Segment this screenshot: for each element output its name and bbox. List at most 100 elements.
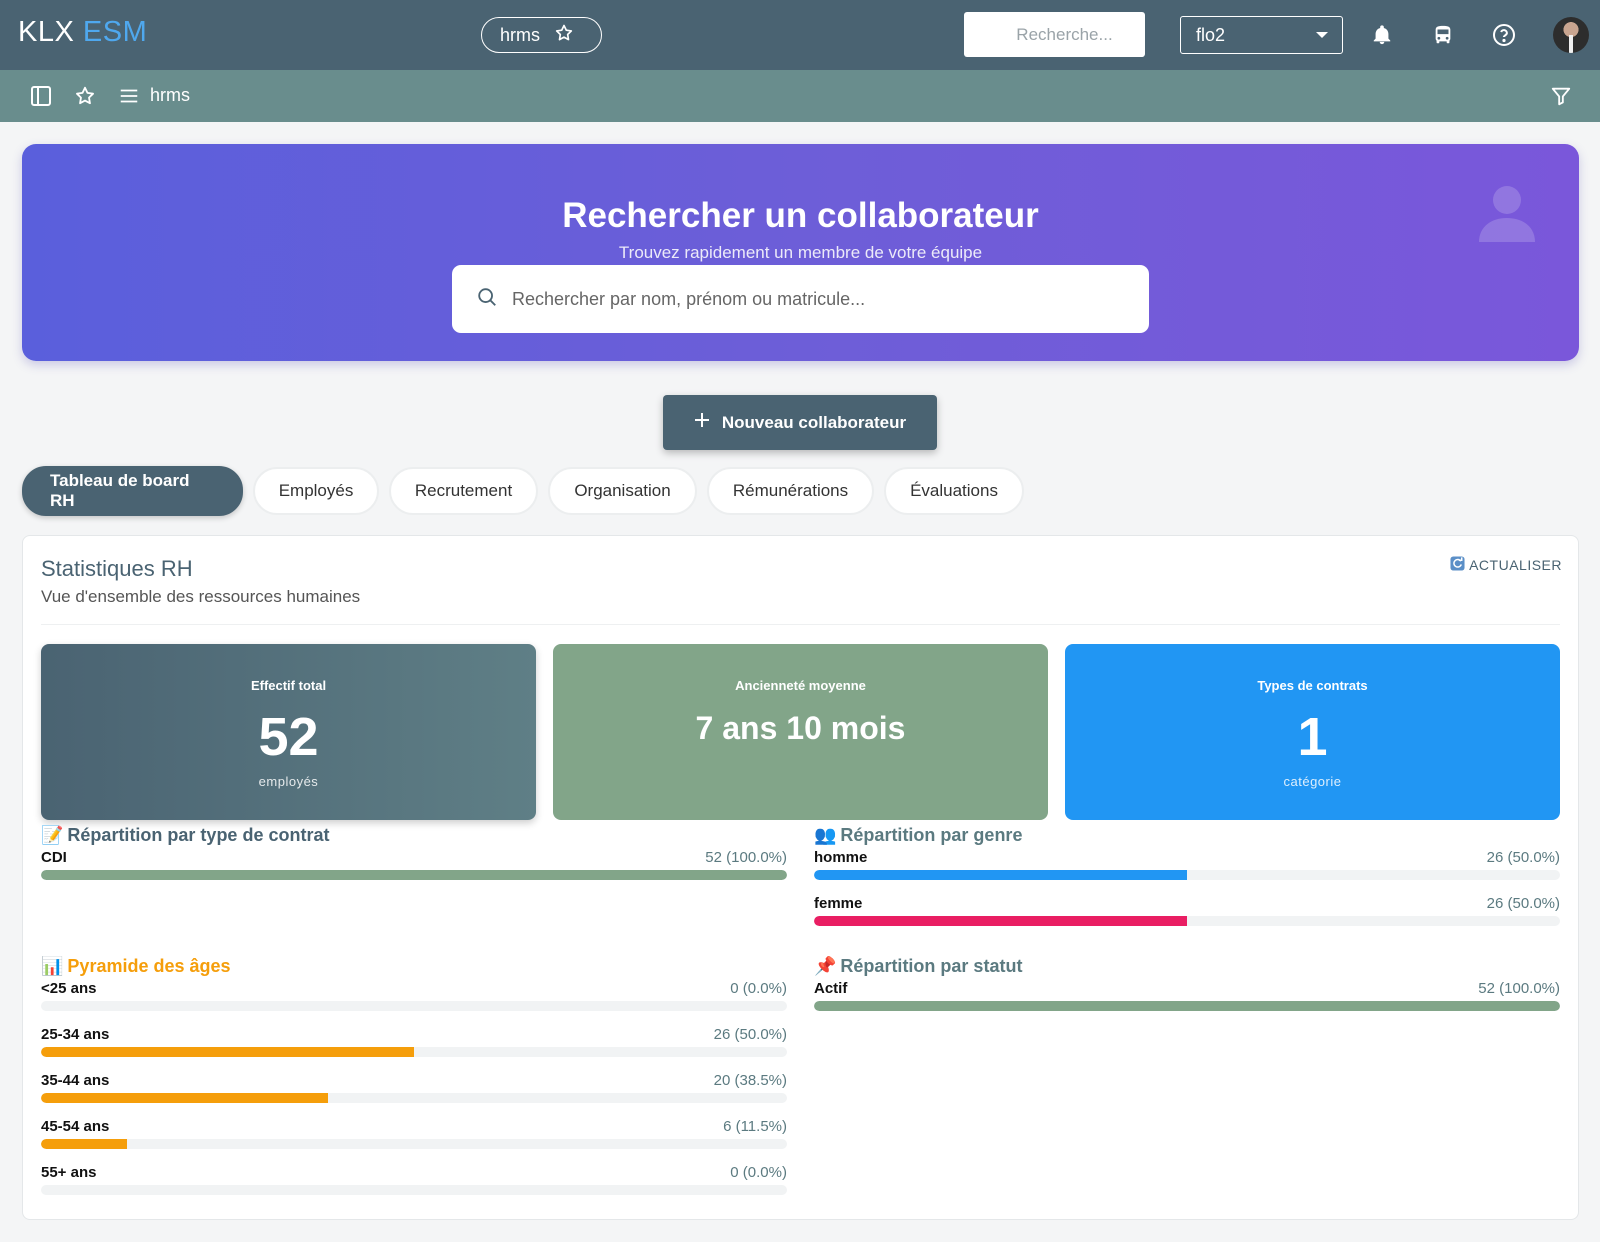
employee-search-input[interactable] <box>512 288 1112 310</box>
distribution-row: Actif 52 (100.0%) <box>814 977 1560 1023</box>
logo-primary: KLX <box>18 16 75 48</box>
new-collaborator-label: Nouveau collaborateur <box>721 412 907 432</box>
progress-fill <box>814 1001 1560 1011</box>
row-value: 26 (50.0%) <box>1486 895 1560 912</box>
card-label: Effectif total <box>250 678 327 693</box>
people-icon: 👥 <box>814 824 837 845</box>
refresh-icon <box>1450 556 1465 574</box>
card-unit: catégorie <box>1283 774 1342 789</box>
status-distribution-title: 📌 Répartition par statut <box>814 955 1560 977</box>
progress-track <box>814 1001 1560 1011</box>
progress-track <box>814 916 1560 926</box>
favorite-star-icon[interactable] <box>72 83 98 109</box>
distribution-row: CDI 52 (100.0%) <box>41 846 787 892</box>
bar-chart-icon: 📊 <box>41 955 64 976</box>
help-icon[interactable] <box>1489 20 1519 50</box>
tenant-select[interactable]: flo2 <box>1180 16 1343 54</box>
filter-icon[interactable] <box>1548 83 1574 109</box>
tab-dashboard[interactable]: Tableau de board RH <box>22 466 243 516</box>
progress-track <box>41 1047 787 1057</box>
memo-icon: 📝 <box>41 824 64 845</box>
row-value: 0 (0.0%) <box>730 1164 787 1181</box>
row-label: CDI <box>41 849 67 866</box>
progress-fill <box>41 1093 329 1103</box>
app-chip-label: hrms <box>500 24 540 45</box>
sub-toolbar: hrms <box>0 70 1600 122</box>
app-logo[interactable]: KLX ESM <box>18 16 147 49</box>
row-value: 6 (11.5%) <box>723 1118 787 1135</box>
top-bar: KLX ESM hrms Recherche... flo2 <box>0 0 1600 70</box>
panel-subtitle: Vue d'ensemble des ressources humaines <box>41 587 361 606</box>
row-label: <25 ans <box>41 980 97 997</box>
progress-track <box>41 870 787 880</box>
row-value: 26 (50.0%) <box>1486 849 1560 866</box>
row-value: 52 (100.0%) <box>705 849 787 866</box>
progress-track <box>41 1093 787 1103</box>
pushpin-icon: 📌 <box>814 955 837 976</box>
total-headcount-card: Effectif total 52 employés <box>41 644 536 820</box>
progress-fill <box>41 870 787 880</box>
caret-down-icon <box>1316 32 1328 38</box>
row-label: homme <box>814 849 868 866</box>
card-unit: employés <box>258 774 319 789</box>
distribution-row: 45-54 ans 6 (11.5%) <box>41 1115 787 1161</box>
card-value: 1 <box>1297 707 1328 767</box>
contract-types-card: Types de contrats 1 catégorie <box>1065 644 1560 820</box>
tab-remunerations[interactable]: Rémunérations <box>707 467 874 515</box>
tab-recruitment[interactable]: Recrutement <box>389 467 538 515</box>
progress-track <box>41 1139 787 1149</box>
row-value: 26 (50.0%) <box>713 1026 787 1043</box>
section-title-text: Répartition par statut <box>840 955 1023 976</box>
progress-track <box>814 870 1560 880</box>
hero-title: Rechercher un collaborateur <box>562 196 1039 235</box>
distribution-row: 25-34 ans 26 (50.0%) <box>41 1023 787 1069</box>
tenant-select-value: flo2 <box>1196 24 1226 45</box>
gender-distribution: 👥 Répartition par genre homme 26 (50.0%)… <box>814 824 1560 938</box>
distribution-row: 55+ ans 0 (0.0%) <box>41 1161 787 1207</box>
hr-stats-panel: Statistiques RH Vue d'ensemble des resso… <box>22 535 1579 1220</box>
menu-icon[interactable] <box>116 83 142 109</box>
row-label: 55+ ans <box>41 1164 97 1181</box>
card-value: 7 ans 10 mois <box>695 710 906 746</box>
row-label: Actif <box>814 980 848 997</box>
section-title-text: Répartition par genre <box>840 824 1023 845</box>
contract-distribution: 📝 Répartition par type de contrat CDI 52… <box>41 824 787 892</box>
progress-track <box>41 1001 787 1011</box>
tab-organisation[interactable]: Organisation <box>548 467 697 515</box>
tab-employees[interactable]: Employés <box>253 467 379 515</box>
section-title-text: Pyramide des âges <box>67 955 231 976</box>
bus-icon[interactable] <box>1428 20 1458 50</box>
sidebar-toggle-icon[interactable] <box>28 83 54 109</box>
progress-fill <box>814 916 1187 926</box>
section-title-text: Répartition par type de contrat <box>67 824 330 845</box>
refresh-button[interactable]: ACTUALISER <box>1450 556 1562 574</box>
plus-icon <box>694 412 710 433</box>
progress-fill <box>41 1047 414 1057</box>
logo-secondary: ESM <box>82 16 148 48</box>
app-chip[interactable]: hrms <box>481 17 602 53</box>
new-collaborator-button[interactable]: Nouveau collaborateur <box>663 395 937 450</box>
employee-search-field[interactable] <box>452 265 1149 333</box>
average-seniority-card: Ancienneté moyenne 7 ans 10 mois <box>553 644 1048 820</box>
section-tabs: Tableau de board RH Employés Recrutement… <box>22 466 1024 516</box>
star-icon[interactable] <box>554 23 574 48</box>
row-label: 35-44 ans <box>41 1072 110 1089</box>
distribution-row: femme 26 (50.0%) <box>814 892 1560 938</box>
distribution-row: 35-44 ans 20 (38.5%) <box>41 1069 787 1115</box>
divider <box>41 624 1560 625</box>
card-value: 52 <box>258 707 319 767</box>
refresh-label: ACTUALISER <box>1469 557 1562 573</box>
age-pyramid-title: 📊 Pyramide des âges <box>41 955 787 977</box>
gender-distribution-title: 👥 Répartition par genre <box>814 824 1560 846</box>
row-value: 0 (0.0%) <box>730 980 787 997</box>
bell-icon[interactable] <box>1367 20 1397 50</box>
row-value: 20 (38.5%) <box>713 1072 787 1089</box>
user-avatar[interactable] <box>1553 17 1589 53</box>
search-icon <box>476 286 498 313</box>
global-search-input[interactable]: Recherche... <box>964 12 1145 57</box>
row-label: 25-34 ans <box>41 1026 110 1043</box>
person-icon <box>1477 182 1537 242</box>
tab-evaluations[interactable]: Évaluations <box>884 467 1024 515</box>
hero-subtitle: Trouvez rapidement un membre de votre éq… <box>618 243 983 262</box>
row-label: 45-54 ans <box>41 1118 110 1135</box>
